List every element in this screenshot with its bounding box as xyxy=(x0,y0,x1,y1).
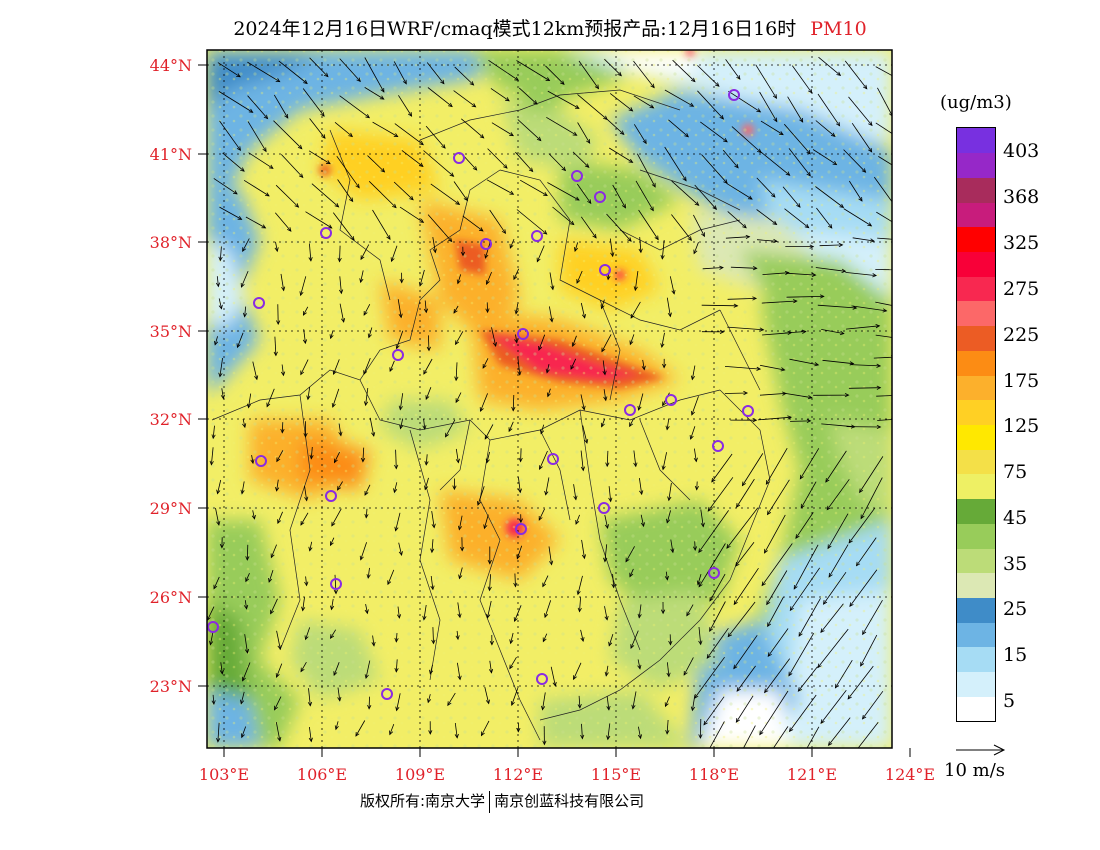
city-marker xyxy=(325,490,337,502)
legend-swatch xyxy=(957,696,995,722)
footer-separator xyxy=(489,790,491,813)
legend-label-368: 368 xyxy=(1003,186,1040,208)
lat-label-32: 32°N xyxy=(149,410,192,429)
lon-label-121: 121°E xyxy=(786,765,838,784)
legend-label-75: 75 xyxy=(1003,461,1028,483)
legend-label-225: 225 xyxy=(1003,324,1040,346)
city-marker xyxy=(453,152,465,164)
city-markers xyxy=(207,89,754,700)
legend-label-5: 5 xyxy=(1003,690,1016,712)
legend-swatch xyxy=(957,646,995,673)
city-marker xyxy=(207,621,219,633)
legend-swatch xyxy=(957,226,995,253)
lat-label-41: 41°N xyxy=(149,145,192,164)
city-marker xyxy=(381,688,393,700)
city-marker xyxy=(392,349,404,361)
lon-label-124: 124°E xyxy=(884,765,936,784)
legend-swatch xyxy=(957,128,995,154)
city-marker xyxy=(253,297,265,309)
legend-swatch xyxy=(957,548,995,574)
lon-label-106: 106°E xyxy=(296,765,348,784)
lon-label-115: 115°E xyxy=(590,765,642,784)
lat-label-44: 44°N xyxy=(149,56,192,75)
legend-swatch xyxy=(957,152,995,178)
city-marker xyxy=(571,170,583,182)
lon-label-109: 109°E xyxy=(394,765,446,784)
city-marker xyxy=(742,405,754,417)
legend-swatch xyxy=(957,300,995,327)
legend-swatch xyxy=(957,251,995,277)
legend-swatch xyxy=(957,498,995,524)
copyright-footer: 版权所有:南京大学 南京创蓝科技有限公司 xyxy=(360,790,644,813)
city-marker xyxy=(728,89,740,101)
legend-swatch xyxy=(957,473,995,500)
city-marker xyxy=(712,440,724,452)
legend-swatch xyxy=(957,597,995,623)
pollutant-label: PM10 xyxy=(810,18,867,40)
city-marker xyxy=(330,578,342,590)
legend-swatch xyxy=(957,276,995,302)
city-marker xyxy=(547,453,559,465)
lat-label-29: 29°N xyxy=(149,499,192,518)
legend-swatch xyxy=(957,399,995,425)
legend-label-175: 175 xyxy=(1003,370,1040,392)
legend-label-403: 403 xyxy=(1003,140,1040,162)
lon-label-112: 112°E xyxy=(492,765,544,784)
legend-label-325: 325 xyxy=(1003,232,1040,254)
lat-label-23: 23°N xyxy=(149,677,192,696)
city-marker xyxy=(480,238,492,250)
legend-swatch xyxy=(957,177,995,203)
legend-swatch xyxy=(957,350,995,376)
city-marker xyxy=(598,502,610,514)
map-title: 2024年12月16日WRF/cmaq模式12km预报产品:12月16日16时 P… xyxy=(120,14,980,41)
title-text: 2024年12月16日WRF/cmaq模式12km预报产品:12月16日16时 xyxy=(233,18,797,40)
lon-label-103: 103°E xyxy=(198,765,250,784)
lat-label-35: 35°N xyxy=(149,322,192,341)
legend-swatch xyxy=(957,671,995,697)
city-marker xyxy=(515,523,527,535)
copyright-right: 南京创蓝科技有限公司 xyxy=(494,792,645,810)
legend-label-15: 15 xyxy=(1003,644,1028,666)
city-marker xyxy=(320,227,332,239)
copyright-left: 版权所有:南京大学 xyxy=(360,792,486,810)
province-borders xyxy=(211,89,771,741)
legend-unit: (ug/m3) xyxy=(940,92,1012,113)
legend-label-35: 35 xyxy=(1003,553,1028,575)
city-marker xyxy=(599,264,611,276)
city-marker xyxy=(594,191,606,203)
city-marker xyxy=(708,567,720,579)
legend-swatch xyxy=(957,375,995,401)
vector-reference-label: 10 m/s xyxy=(944,760,1005,781)
axis-ticks xyxy=(198,64,911,757)
legend-swatch xyxy=(957,523,995,549)
city-marker xyxy=(255,455,267,467)
city-marker xyxy=(624,404,636,416)
legend-swatch xyxy=(957,202,995,228)
wind-vectors xyxy=(207,56,892,748)
city-marker xyxy=(531,230,543,242)
map-frame xyxy=(206,49,893,749)
legend-swatch xyxy=(957,572,995,598)
color-legend xyxy=(956,127,996,722)
city-marker xyxy=(517,328,529,340)
concentration-field xyxy=(207,50,892,748)
legend-swatch xyxy=(957,622,995,648)
lat-label-26: 26°N xyxy=(149,588,192,607)
lon-label-118: 118°E xyxy=(688,765,740,784)
city-marker xyxy=(536,673,548,685)
lat-label-38: 38°N xyxy=(149,233,192,252)
legend-swatch xyxy=(957,424,995,450)
legend-label-125: 125 xyxy=(1003,415,1040,437)
reference-vector-arrow xyxy=(956,744,1006,756)
legend-swatch xyxy=(957,449,995,475)
legend-swatch xyxy=(957,325,995,351)
legend-label-275: 275 xyxy=(1003,278,1040,300)
legend-label-25: 25 xyxy=(1003,598,1028,620)
legend-label-45: 45 xyxy=(1003,507,1028,529)
city-marker xyxy=(665,394,677,406)
